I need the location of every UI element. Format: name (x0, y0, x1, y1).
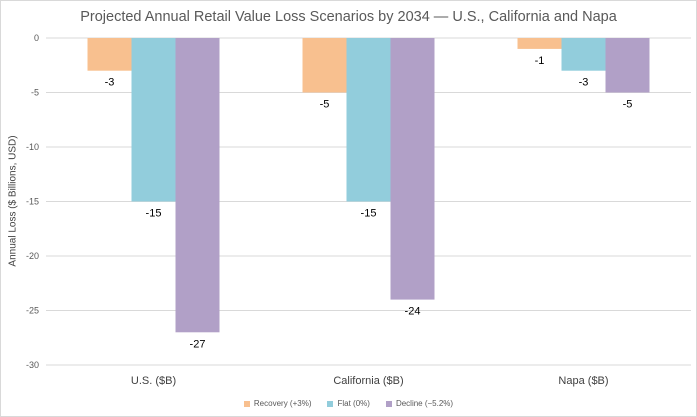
y-tick-label: -10 (26, 142, 39, 152)
legend-label: Flat (0%) (337, 399, 370, 408)
axis-labels: 0 -5 -10 -15 -20 -25 -30 U.S. ($B) California ($… (26, 33, 609, 387)
legend-item: Flat (0%) (327, 399, 370, 408)
bar (131, 38, 176, 202)
data-label: -3 (579, 77, 589, 89)
chart-title: Projected Annual Retail Value Loss Scena… (80, 9, 617, 25)
legend-swatch (327, 400, 334, 407)
data-label: -5 (623, 99, 633, 111)
legend-label: Recovery (+3%) (253, 399, 312, 408)
legend-swatch (243, 400, 250, 407)
y-tick-label: -30 (26, 360, 39, 370)
bar (346, 38, 391, 202)
y-tick-label: 0 (34, 33, 39, 43)
legend: Recovery (+3%) Flat (0%) Decline (−5.2%) (1, 399, 696, 408)
x-category-label: U.S. ($B) (131, 375, 176, 387)
legend-swatch (385, 400, 392, 407)
data-labels: -3 -15 -27 -5 -15 -24 -1 -3 -5 (105, 55, 633, 350)
y-tick-label: -15 (26, 197, 39, 207)
data-label: -24 (405, 306, 421, 318)
bar (390, 38, 435, 300)
legend-label: Decline (−5.2%) (395, 399, 454, 408)
data-label: -3 (105, 77, 115, 89)
x-category-label: California ($B) (333, 375, 403, 387)
bar (605, 38, 650, 93)
data-label: -1 (535, 55, 545, 67)
bars (87, 38, 650, 333)
y-tick-label: -5 (31, 88, 39, 98)
y-tick-label: -20 (26, 251, 39, 261)
data-label: -15 (146, 208, 162, 220)
data-label: -15 (361, 208, 377, 220)
plot-area: -3 -15 -27 -5 -15 -24 -1 -3 -5 0 -5 -10 -15 -20 -25 -3… (26, 33, 691, 387)
legend-item: Decline (−5.2%) (385, 399, 454, 408)
data-label: -5 (320, 99, 330, 111)
bar (175, 38, 220, 333)
bar (87, 38, 132, 71)
bar (561, 38, 606, 71)
data-label: -27 (190, 338, 206, 350)
bar (517, 38, 562, 49)
y-tick-label: -25 (26, 306, 39, 316)
bar (302, 38, 347, 93)
x-category-label: Napa ($B) (558, 375, 608, 387)
legend-item: Recovery (+3%) (243, 399, 312, 408)
